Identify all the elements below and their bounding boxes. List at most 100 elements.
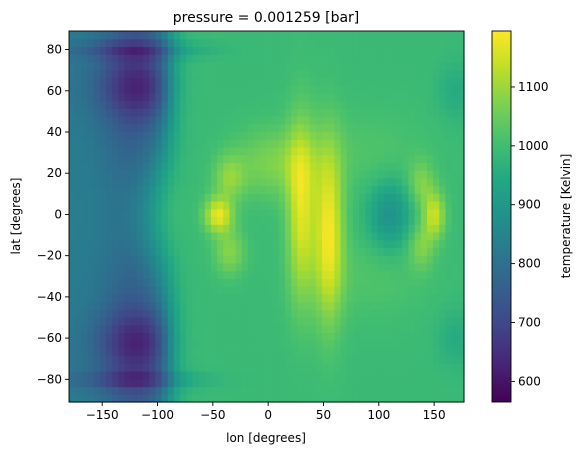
heatmap-cell — [235, 278, 243, 287]
heatmap-cell — [266, 208, 274, 218]
heatmap-cell — [247, 386, 255, 395]
heatmap-cell — [359, 231, 366, 241]
heatmap-cell — [365, 154, 373, 163]
heatmap-cell — [457, 116, 465, 125]
heatmap-cell — [359, 170, 366, 179]
heatmap-cell — [396, 231, 403, 241]
heatmap-cell — [149, 309, 156, 318]
heatmap-cell — [383, 293, 391, 303]
heatmap-cell — [334, 231, 342, 241]
heatmap-cell — [389, 394, 397, 403]
heatmap-cell — [383, 54, 391, 63]
heatmap-cell — [365, 201, 373, 210]
heatmap-cell — [210, 394, 218, 403]
heatmap-cell — [433, 270, 440, 279]
heatmap-cell — [414, 146, 422, 156]
heatmap-cell — [204, 185, 212, 194]
heatmap-cell — [359, 293, 366, 303]
plot-frame — [68, 30, 465, 403]
heatmap-cell — [402, 92, 410, 102]
heatmap-cell — [439, 371, 447, 380]
heatmap-cell — [303, 193, 311, 202]
heatmap-cell — [161, 239, 169, 249]
heatmap-cell — [124, 92, 132, 102]
heatmap-cell — [217, 38, 224, 48]
heatmap-cell — [229, 324, 237, 334]
heatmap-cell — [136, 378, 144, 388]
heatmap-cell — [328, 100, 335, 109]
heatmap-cell — [223, 69, 231, 78]
heatmap-cell — [433, 286, 440, 295]
heatmap-cell — [383, 340, 391, 349]
heatmap-cell — [241, 224, 249, 233]
heatmap-cell — [396, 301, 403, 310]
heatmap-cell — [87, 61, 95, 71]
heatmap-cell — [260, 54, 268, 63]
heatmap-cell — [352, 46, 360, 55]
heatmap-cell — [229, 286, 237, 295]
heatmap-cell — [81, 386, 89, 395]
heatmap-cell — [433, 69, 440, 78]
heatmap-cell — [457, 293, 465, 303]
heatmap-cell — [155, 85, 163, 94]
heatmap-cell — [303, 170, 311, 179]
heatmap-cell — [124, 193, 132, 202]
heatmap-cell — [291, 208, 298, 218]
heatmap-cell — [352, 301, 360, 310]
heatmap-cell — [241, 77, 249, 86]
heatmap-cell — [235, 139, 243, 148]
heatmap-cell — [414, 170, 422, 179]
heatmap-cell — [426, 355, 434, 364]
heatmap-cell — [69, 46, 76, 55]
heatmap-cell — [161, 92, 169, 102]
heatmap-cell — [272, 340, 280, 349]
heatmap-cell — [241, 386, 249, 395]
heatmap-cell — [278, 270, 286, 279]
heatmap-cell — [118, 394, 126, 403]
heatmap-cell — [106, 77, 113, 86]
heatmap-cell — [81, 224, 89, 233]
heatmap-cell — [124, 162, 132, 171]
heatmap-cell — [254, 262, 261, 272]
heatmap-cell — [439, 332, 447, 341]
heatmap-cell — [315, 162, 323, 171]
heatmap-cell — [402, 54, 410, 63]
heatmap-cell — [322, 224, 329, 233]
heatmap-cell — [402, 85, 410, 94]
heatmap-cell — [389, 324, 397, 334]
heatmap-cell — [99, 201, 107, 210]
heatmap-cell — [346, 146, 354, 156]
heatmap-cell — [297, 123, 305, 133]
heatmap-cell — [340, 69, 348, 78]
heatmap-cell — [118, 355, 126, 364]
heatmap-cell — [186, 347, 194, 357]
heatmap-cell — [106, 262, 113, 272]
heatmap-cell — [143, 371, 150, 380]
heatmap-cell — [315, 394, 323, 403]
heatmap-cell — [69, 131, 76, 140]
heatmap-cell — [235, 262, 243, 272]
heatmap-cell — [340, 177, 348, 187]
heatmap-cell — [328, 386, 335, 395]
heatmap-cell — [235, 162, 243, 171]
heatmap-cell — [260, 239, 268, 249]
heatmap-cell — [371, 31, 379, 40]
heatmap-cell — [143, 340, 150, 349]
heatmap-cell — [371, 286, 379, 295]
heatmap-cell — [377, 363, 385, 372]
heatmap-cell — [112, 340, 119, 349]
heatmap-cell — [241, 239, 249, 249]
heatmap-cell — [99, 239, 107, 249]
heatmap-cell — [124, 247, 132, 256]
heatmap-cell — [112, 239, 119, 249]
y-tick-label: −80 — [37, 372, 62, 386]
heatmap-cell — [445, 286, 453, 295]
heatmap-cell — [247, 61, 255, 71]
heatmap-cell — [210, 309, 218, 318]
x-tick-label: 150 — [423, 408, 446, 422]
heatmap-cell — [210, 139, 218, 148]
heatmap-cell — [272, 170, 280, 179]
heatmap-cell — [389, 247, 397, 256]
heatmap-cell — [99, 394, 107, 403]
heatmap-cell — [149, 208, 156, 218]
